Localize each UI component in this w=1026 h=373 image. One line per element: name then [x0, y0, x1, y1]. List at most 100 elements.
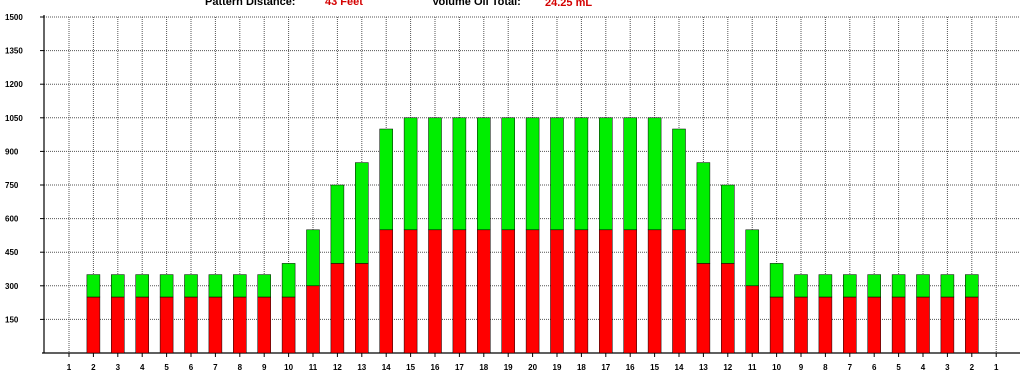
bar-lower — [916, 296, 930, 354]
bar-lower — [477, 229, 491, 354]
bar-lower — [525, 229, 540, 354]
bar-lower — [696, 263, 711, 354]
y-tick-label: 1050 — [5, 114, 23, 123]
x-tick-label: 16 — [626, 363, 635, 372]
bar-lower — [867, 296, 881, 354]
bar-lower — [330, 263, 345, 354]
pattern-distance-value: 43 Feet — [325, 0, 363, 8]
bar-upper — [965, 274, 979, 298]
bar-lower — [721, 263, 735, 354]
bar-upper — [477, 117, 491, 231]
bar-upper — [257, 274, 271, 298]
bar-upper — [159, 274, 174, 298]
bar-lower — [940, 296, 955, 354]
bar-upper — [184, 274, 198, 298]
x-tick-label: 3 — [945, 363, 950, 372]
bar-upper — [623, 117, 637, 231]
x-tick-label: 17 — [601, 363, 610, 372]
x-tick-label: 7 — [213, 363, 218, 372]
bar-upper — [233, 274, 247, 298]
x-tick-label: 1 — [994, 363, 999, 372]
bar-lower — [769, 296, 784, 354]
bar-lower — [794, 296, 808, 354]
bar-lower — [208, 296, 223, 354]
bar-lower — [599, 229, 613, 354]
pattern-distance-label: Pattern Distance: — [205, 0, 296, 8]
bar-upper — [135, 274, 149, 298]
bar-upper — [428, 117, 442, 231]
bar-upper — [891, 274, 906, 298]
x-tick-label: 10 — [284, 363, 293, 372]
bar-lower — [184, 296, 198, 354]
x-tick-label: 19 — [553, 363, 562, 372]
x-tick-label: 3 — [116, 363, 121, 372]
bar-lower — [501, 229, 515, 354]
bar-lower — [159, 296, 174, 354]
x-tick-label: 6 — [872, 363, 877, 372]
bar-lower — [86, 296, 101, 354]
bar-lower — [355, 263, 369, 354]
x-tick-label: 4 — [921, 363, 926, 372]
y-tick-label: 1200 — [5, 80, 23, 89]
bar-upper — [672, 128, 686, 231]
bar-upper — [940, 274, 955, 298]
bar-lower — [306, 285, 320, 354]
x-tick-label: 11 — [748, 363, 757, 372]
x-tick-label: 16 — [431, 363, 440, 372]
x-tick-label: 17 — [455, 363, 464, 372]
x-tick-label: 18 — [479, 363, 488, 372]
bar-lower — [745, 285, 759, 354]
x-tick-label: 19 — [504, 363, 513, 372]
y-tick-label: 1500 — [5, 13, 23, 22]
x-tick-label: 5 — [164, 363, 169, 372]
bar-upper — [818, 274, 833, 298]
bar-lower — [818, 296, 833, 354]
bar-upper — [501, 117, 515, 231]
bar-lower — [379, 229, 393, 354]
x-tick-label: 14 — [675, 363, 684, 372]
bar-lower — [672, 229, 686, 354]
x-tick-label: 5 — [896, 363, 901, 372]
bar-upper — [306, 229, 320, 287]
bar-upper — [86, 274, 101, 298]
x-tick-label: 2 — [91, 363, 96, 372]
bar-upper — [916, 274, 930, 298]
bar-upper — [355, 162, 369, 264]
bar-lower — [233, 296, 247, 354]
x-tick-label: 6 — [189, 363, 194, 372]
x-tick-label: 12 — [723, 363, 732, 372]
bar-upper — [647, 117, 662, 231]
x-tick-label: 8 — [238, 363, 243, 372]
x-tick-label: 10 — [772, 363, 781, 372]
x-tick-label: 8 — [823, 363, 828, 372]
bar-upper — [379, 128, 393, 231]
x-tick-label: 13 — [699, 363, 708, 372]
bar-upper — [111, 274, 125, 298]
bar-upper — [452, 117, 467, 231]
x-tick-label: 18 — [577, 363, 586, 372]
y-tick-label: 750 — [5, 181, 19, 190]
bar-lower — [574, 229, 589, 354]
y-tick-label: 150 — [5, 315, 19, 324]
bar-lower — [843, 296, 857, 354]
y-tick-label: 1350 — [5, 47, 23, 56]
bar-upper — [794, 274, 808, 298]
bar-upper — [550, 117, 564, 231]
x-tick-label: 4 — [140, 363, 145, 372]
x-tick-label: 12 — [333, 363, 342, 372]
x-tick-label: 11 — [309, 363, 318, 372]
bar-upper — [330, 184, 345, 264]
bar-lower — [891, 296, 906, 354]
x-tick-label: 2 — [970, 363, 975, 372]
bar-lower — [647, 229, 662, 354]
bar-lower — [281, 296, 296, 354]
bar-upper — [769, 263, 784, 298]
y-tick-label: 450 — [5, 248, 19, 257]
x-tick-label: 13 — [357, 363, 366, 372]
bar-lower — [623, 229, 637, 354]
y-tick-label: 300 — [5, 282, 19, 291]
bar-lower — [965, 296, 979, 354]
bar-upper — [721, 184, 735, 264]
y-tick-label: 900 — [5, 147, 19, 156]
x-tick-label: 9 — [799, 363, 804, 372]
